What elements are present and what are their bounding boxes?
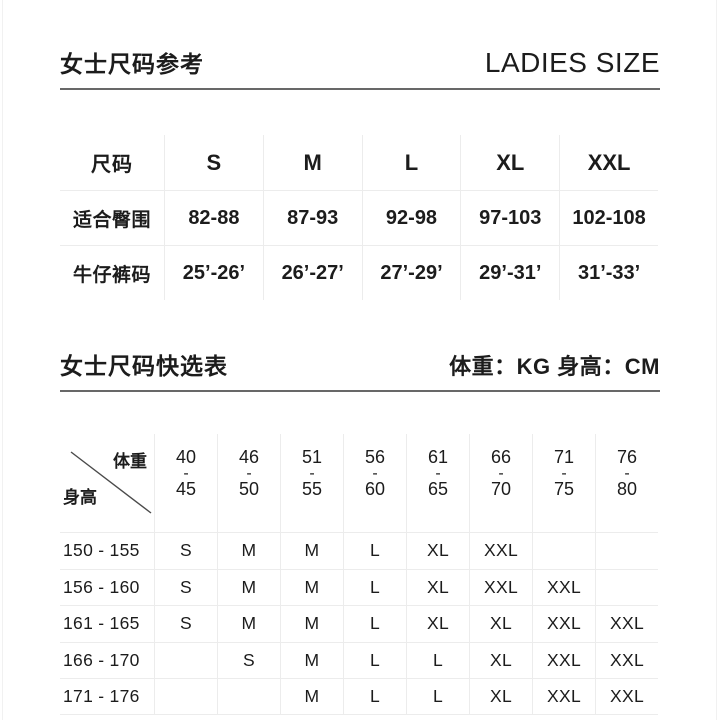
recommended-size-cell: M bbox=[280, 568, 343, 606]
recommended-size-cell: XXL bbox=[532, 568, 595, 606]
size-column-header: L bbox=[361, 135, 461, 190]
section1-header: 女士尺码参考 LADIES SIZE bbox=[60, 45, 660, 78]
measurement-value: 31’-33’ bbox=[559, 245, 658, 300]
recommended-size-cell bbox=[154, 678, 217, 715]
measurement-value: 92-98 bbox=[361, 190, 461, 245]
recommended-size-cell: XXL bbox=[595, 605, 658, 642]
size-column-header: 尺码 bbox=[91, 154, 133, 176]
section2-title-zh: 女士尺码快选表 bbox=[60, 353, 228, 379]
measurement-value: 82-88 bbox=[164, 190, 263, 245]
height-range-label: 166 - 170 bbox=[60, 641, 154, 679]
height-range-label: 150 - 155 bbox=[60, 532, 154, 569]
section1-title-zh: 女士尺码参考 bbox=[60, 51, 204, 77]
recommended-size-cell bbox=[532, 532, 595, 569]
recommended-size-cell bbox=[595, 532, 658, 569]
section2-header: 女士尺码快选表 体重：KG 身高：CM bbox=[60, 347, 660, 379]
recommended-size-cell: S bbox=[154, 568, 217, 606]
recommended-size-cell: S bbox=[154, 605, 217, 642]
size-column-header: S bbox=[164, 135, 263, 190]
recommended-size-cell: L bbox=[343, 568, 406, 606]
measurement-row-label: 适合臀围 bbox=[60, 190, 164, 245]
page-right-edge-line bbox=[716, 0, 717, 720]
recommended-size-cell: S bbox=[217, 641, 280, 679]
measurement-value: 25’-26’ bbox=[164, 245, 263, 300]
section1-divider bbox=[60, 88, 660, 90]
recommended-size-cell: XL bbox=[406, 568, 469, 606]
recommended-size-cell: XXL bbox=[532, 605, 595, 642]
recommended-size-cell: XL bbox=[469, 641, 532, 679]
page-left-edge-line bbox=[2, 0, 3, 720]
units-label: 体重：KG 身高：CM bbox=[449, 354, 660, 379]
measurement-value: 26’-27’ bbox=[262, 245, 362, 300]
corner-header-cell: 体重 身高 bbox=[60, 434, 154, 532]
recommended-size-cell: XXL bbox=[595, 641, 658, 679]
recommended-size-cell: M bbox=[280, 678, 343, 715]
recommended-size-cell: XL bbox=[469, 605, 532, 642]
recommended-size-cell: L bbox=[406, 678, 469, 715]
recommended-size-cell: XXL bbox=[469, 568, 532, 606]
height-range-label: 171 - 176 bbox=[60, 678, 154, 715]
weight-range-header: 51-55 bbox=[280, 434, 343, 532]
size-reference-table: 尺码 S M L XL XXL 适合臀围 82-88 87-93 92-98 97-103 102-1… bbox=[60, 135, 658, 300]
size-column-header: M bbox=[262, 135, 362, 190]
recommended-size-cell: S bbox=[154, 532, 217, 569]
weight-range-header: 71-75 bbox=[532, 434, 595, 532]
recommended-size-cell: XL bbox=[469, 678, 532, 715]
measurement-value: 29’-31’ bbox=[460, 245, 560, 300]
weight-range-header: 66-70 bbox=[469, 434, 532, 532]
weight-range-header: 56-60 bbox=[343, 434, 406, 532]
recommended-size-cell: M bbox=[280, 641, 343, 679]
section2-divider bbox=[60, 390, 660, 392]
recommended-size-cell: XXL bbox=[469, 532, 532, 569]
corner-weight-label: 体重 bbox=[113, 452, 147, 471]
recommended-size-cell: L bbox=[343, 532, 406, 569]
weight-range-header: 76-80 bbox=[595, 434, 658, 532]
diagonal-divider-line bbox=[70, 451, 152, 514]
recommended-size-cell: XXL bbox=[595, 678, 658, 715]
recommended-size-cell: L bbox=[343, 678, 406, 715]
recommended-size-cell: XXL bbox=[532, 678, 595, 715]
weight-range-header: 40-45 bbox=[154, 434, 217, 532]
quick-select-table: 体重 身高 40-45 46-50 51-55 56-60 61-65 66-70 71-75 7… bbox=[60, 434, 658, 715]
recommended-size-cell: M bbox=[217, 605, 280, 642]
weight-range-header: 61-65 bbox=[406, 434, 469, 532]
recommended-size-cell bbox=[217, 678, 280, 715]
recommended-size-cell: L bbox=[343, 605, 406, 642]
recommended-size-cell: XL bbox=[406, 532, 469, 569]
recommended-size-cell: M bbox=[217, 532, 280, 569]
recommended-size-cell: M bbox=[280, 605, 343, 642]
recommended-size-cell: M bbox=[280, 532, 343, 569]
section1-title-en: LADIES SIZE bbox=[484, 47, 660, 78]
recommended-size-cell: L bbox=[343, 641, 406, 679]
measurement-row-label: 牛仔裤码 bbox=[60, 245, 164, 300]
measurement-value: 102-108 bbox=[559, 190, 658, 245]
measurement-value: 97-103 bbox=[460, 190, 560, 245]
measurement-value: 27’-29’ bbox=[361, 245, 461, 300]
recommended-size-cell: XXL bbox=[532, 641, 595, 679]
height-range-label: 156 - 160 bbox=[60, 568, 154, 606]
height-range-label: 161 - 165 bbox=[60, 605, 154, 642]
weight-range-header: 46-50 bbox=[217, 434, 280, 532]
recommended-size-cell: XL bbox=[406, 605, 469, 642]
recommended-size-cell: L bbox=[406, 641, 469, 679]
recommended-size-cell bbox=[595, 568, 658, 606]
measurement-value: 87-93 bbox=[262, 190, 362, 245]
size-column-header: XXL bbox=[559, 135, 658, 190]
recommended-size-cell: M bbox=[217, 568, 280, 606]
recommended-size-cell bbox=[154, 641, 217, 679]
size-column-header: XL bbox=[460, 135, 559, 190]
corner-height-label: 身高 bbox=[63, 488, 97, 507]
